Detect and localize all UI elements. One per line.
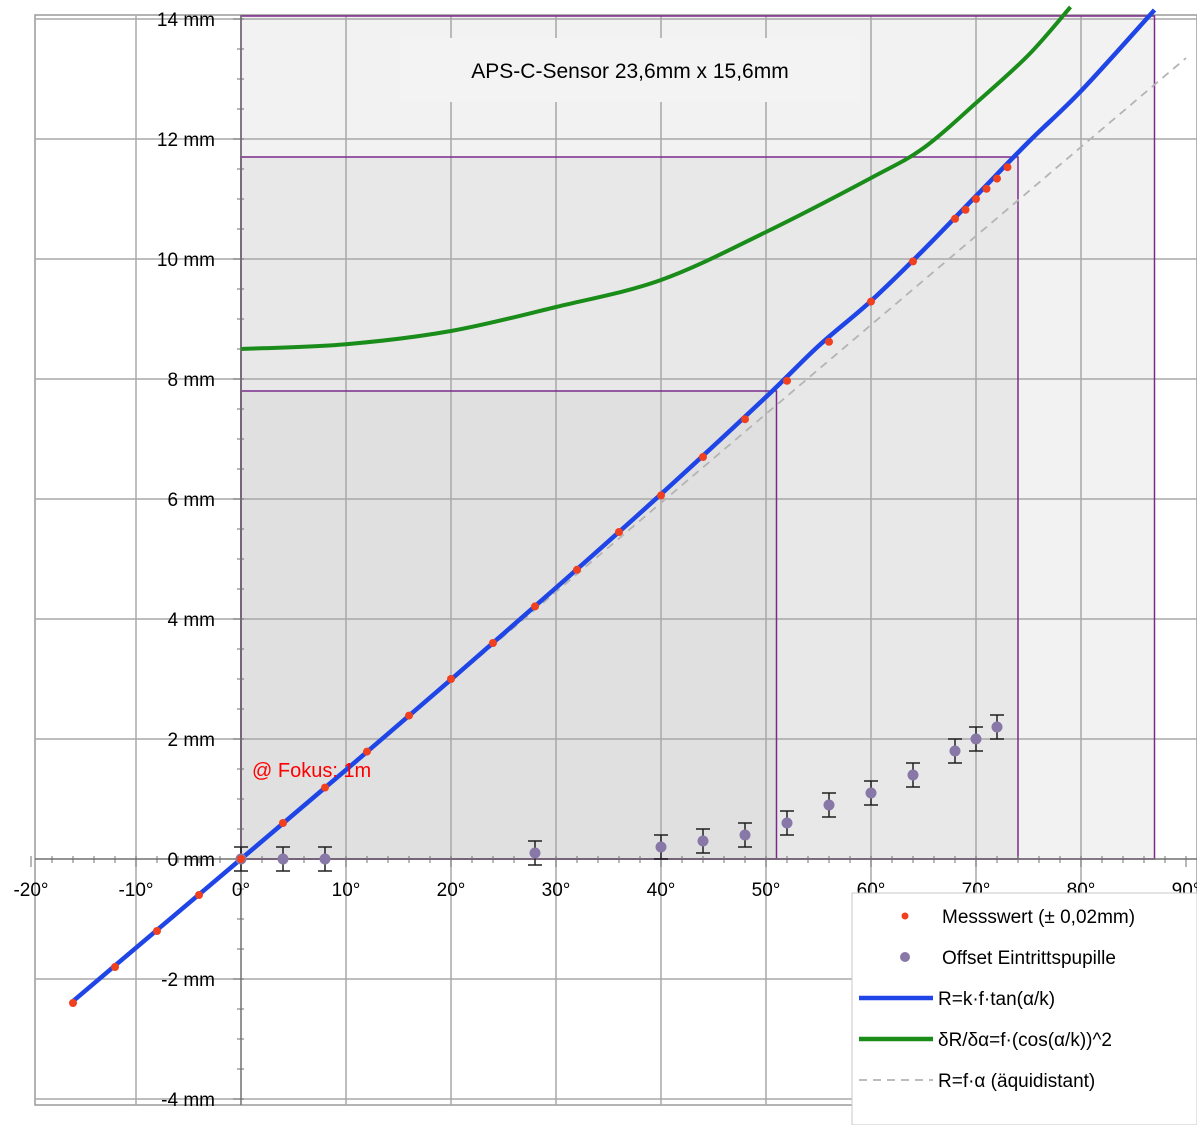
legend: Messswert (± 0,02mm) Offset Eintrittspupi…	[851, 892, 1197, 1125]
measurement-point	[531, 602, 539, 611]
pupil-offset-point	[739, 829, 751, 841]
focus-annotation: @ Fokus: 1m	[252, 760, 371, 782]
legend-label: Messswert (± 0,02mm)	[942, 907, 1135, 928]
measurement-point	[993, 174, 1001, 183]
y-tick-label: 12 mm	[157, 130, 215, 151]
legend-marker	[900, 952, 910, 962]
x-tick-label: -20°	[13, 880, 48, 901]
measurement-point	[1003, 163, 1012, 172]
x-tick-label: 50°	[752, 880, 781, 901]
measurement-point	[825, 337, 833, 346]
x-tick-label: -10°	[118, 880, 153, 901]
legend-label: R=k·f·tan(α/k)	[938, 989, 1055, 1010]
derivative-line	[240, 5, 1073, 351]
x-tick-label: 40°	[647, 880, 676, 901]
pupil-offset-point	[823, 799, 835, 811]
legend-label: R=f·α (äquidistant)	[938, 1071, 1095, 1092]
pupil-offset-point	[697, 835, 709, 847]
measurement-point	[237, 855, 245, 863]
measurement-point	[69, 999, 77, 1007]
measurement-point	[111, 963, 119, 971]
measurement-point	[489, 639, 497, 647]
y-tick-label: 0 mm	[168, 850, 216, 871]
series-measurements	[69, 163, 1012, 1007]
y-tick-label: 4 mm	[168, 610, 216, 631]
y-tick-label: 10 mm	[157, 250, 215, 271]
pupil-offset-point	[907, 769, 919, 781]
y-tick-label: -4 mm	[161, 1090, 215, 1111]
x-tick-label: 20°	[437, 880, 466, 901]
measurement-point	[867, 297, 875, 306]
measurement-point	[363, 747, 371, 756]
y-tick-labels: -4 mm -2 mm 0 mm 2 mm 4 mm 6 mm 8 mm 10 mm 12 mm…	[157, 10, 215, 1111]
x-tick-label: 30°	[542, 880, 571, 901]
series-layer	[69, 5, 1187, 1007]
pupil-offset-point	[781, 817, 793, 829]
axes	[30, 15, 1197, 1105]
measurement-point	[405, 711, 413, 720]
pupil-offset-point	[991, 721, 1003, 733]
measurement-point	[195, 891, 203, 899]
measurement-point	[573, 565, 581, 574]
measurement-point	[657, 491, 665, 500]
measurement-point	[982, 184, 991, 193]
measurement-point	[741, 415, 749, 424]
pupil-offset-point	[529, 847, 541, 859]
pupil-offset-point	[970, 733, 982, 745]
measurement-point	[972, 195, 980, 203]
y-tick-label: 14 mm	[157, 10, 215, 31]
legend-marker	[901, 912, 909, 920]
y-tick-label: 6 mm	[168, 490, 216, 511]
measurement-point	[321, 783, 329, 792]
series-derivative	[240, 5, 1073, 351]
series-pupil-offset	[234, 714, 1004, 872]
pupil-offset-point	[319, 853, 331, 865]
measurement-point	[909, 257, 917, 266]
y-tick-label: 2 mm	[168, 730, 216, 751]
x-tick-label: 10°	[332, 880, 361, 901]
measurement-point	[447, 675, 455, 683]
pupil-offset-point	[949, 745, 961, 757]
sensor-label: APS-C-Sensor 23,6mm x 15,6mm	[471, 60, 788, 83]
measurement-point	[699, 453, 707, 461]
measurement-point	[153, 927, 161, 935]
measurement-point	[615, 528, 623, 536]
legend-label: δR/δα=f·(cos(α/k))^2	[938, 1030, 1112, 1051]
y-tick-label: -2 mm	[161, 970, 215, 991]
pupil-offset-point	[655, 841, 667, 853]
y-tick-label: 8 mm	[168, 370, 216, 391]
measurement-point	[783, 376, 791, 385]
pupil-offset-point	[865, 787, 877, 799]
legend-box	[851, 892, 1197, 1125]
measurement-point	[951, 214, 959, 223]
sensor-label-box	[400, 38, 860, 102]
x-tick-label: 0°	[232, 880, 250, 901]
measurement-point	[279, 819, 287, 827]
legend-label: Offset Eintrittspupille	[942, 948, 1116, 969]
measurement-point	[961, 205, 970, 214]
pupil-offset-point	[277, 853, 289, 865]
